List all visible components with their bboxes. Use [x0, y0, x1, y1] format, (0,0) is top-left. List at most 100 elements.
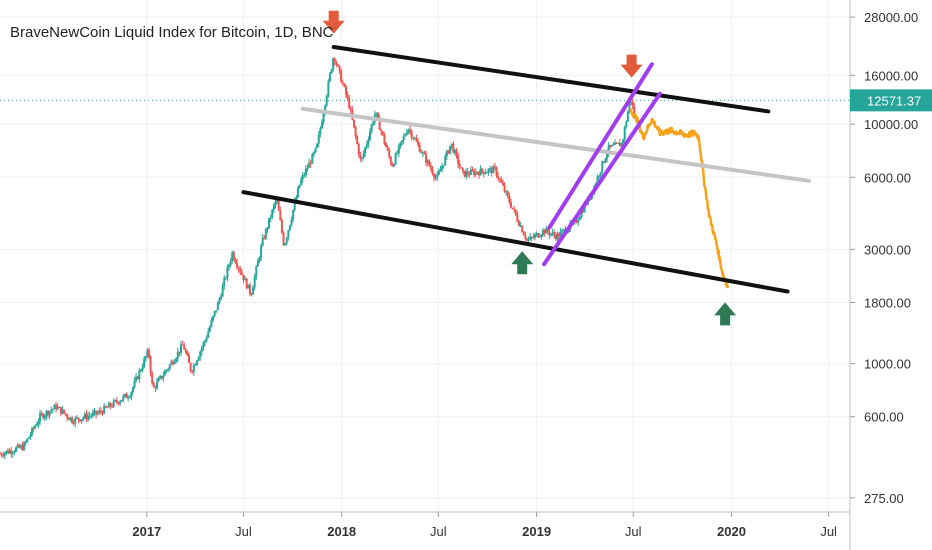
candle-body: [228, 264, 231, 268]
candle-body: [412, 137, 415, 139]
x-tick-label: Jul: [625, 524, 642, 539]
candle-body: [179, 344, 182, 353]
candle-body: [316, 143, 319, 148]
candle-body: [380, 129, 383, 132]
candle-body: [628, 101, 631, 112]
candle-body: [264, 229, 267, 239]
candle-body: [130, 392, 133, 398]
candle-body: [620, 143, 623, 147]
candle-body: [405, 132, 408, 135]
candle-body: [218, 298, 221, 303]
candle-body: [61, 409, 64, 414]
sell-arrow-2019-top-icon: [620, 54, 643, 78]
candle-body: [250, 293, 253, 295]
candle-body: [532, 237, 535, 239]
candle-body: [212, 315, 215, 321]
candle-body: [473, 170, 476, 175]
candle-body: [538, 236, 541, 238]
candle-body: [460, 167, 463, 169]
candle-body: [492, 166, 495, 174]
candle-body: [18, 444, 21, 448]
candle-body: [167, 368, 170, 370]
candle-body: [602, 161, 605, 163]
candle-body: [506, 191, 509, 196]
y-tick-label: 600.00: [864, 410, 904, 425]
candle-body: [51, 409, 54, 411]
candle-body: [45, 411, 48, 416]
candle-body: [601, 161, 604, 173]
candle-body: [554, 235, 557, 240]
candle-body: [34, 425, 37, 429]
candle-body: [360, 157, 363, 159]
candle-body: [42, 413, 45, 419]
candle-body: [155, 381, 158, 389]
candle-body: [434, 177, 437, 179]
candle-body: [324, 105, 327, 114]
candle-body: [205, 337, 208, 341]
candle-body: [300, 179, 303, 185]
purple-channel-upper: [547, 62, 654, 230]
candle-body: [596, 176, 599, 184]
candle-body: [485, 172, 488, 174]
candle-body: [455, 150, 458, 156]
candle-body: [418, 144, 421, 152]
candle-body: [431, 169, 434, 175]
candle-body: [580, 210, 583, 218]
candle-body: [194, 364, 197, 366]
candle-body: [0, 453, 1, 455]
candle-body: [220, 296, 223, 299]
candle-body: [24, 442, 27, 444]
candle-body: [447, 150, 450, 154]
series-layer: [0, 57, 729, 460]
candle-body: [163, 371, 166, 376]
candle-body: [95, 410, 98, 415]
candle-body: [48, 411, 51, 416]
candle-body: [343, 83, 346, 87]
candle-body: [284, 243, 287, 246]
x-tick-label: Jul: [430, 524, 447, 539]
candle-body: [170, 361, 173, 365]
candle-body: [293, 201, 296, 210]
candle-body: [543, 229, 546, 234]
candle-body: [87, 415, 90, 420]
candle-body: [210, 320, 213, 327]
candle-body: [258, 257, 261, 262]
candle-body: [330, 69, 333, 74]
candle-body: [525, 238, 528, 240]
candle-body: [477, 172, 480, 176]
candle-body: [550, 233, 553, 236]
candle-body: [55, 404, 58, 410]
candle-body: [79, 419, 82, 422]
candle-body: [604, 158, 607, 163]
candle-body: [610, 145, 613, 147]
candle-body: [207, 331, 210, 338]
chart-grid: [0, 0, 850, 512]
candle-body: [341, 82, 344, 84]
candle-body: [29, 434, 32, 438]
candle-body: [336, 64, 339, 66]
candle-body: [119, 401, 122, 404]
candle-body: [308, 162, 311, 169]
candle-body: [196, 360, 199, 365]
candle-body: [404, 134, 407, 137]
candle-body: [407, 129, 410, 133]
candle-body: [609, 144, 612, 147]
buy-arrow-2019-bottom-icon: [714, 302, 737, 326]
candle-body: [615, 142, 618, 144]
candle-body: [3, 452, 6, 456]
candle-body: [328, 73, 331, 82]
candle-body: [16, 444, 19, 448]
candle-body: [553, 232, 556, 236]
candle-body: [0, 453, 3, 456]
candle-body: [503, 185, 506, 192]
candle-body: [7, 450, 10, 454]
candle-body: [135, 376, 138, 381]
candle-body: [103, 405, 106, 414]
candle-body: [333, 58, 336, 62]
x-tick-label: 2020: [717, 524, 746, 539]
candle-body: [516, 214, 519, 222]
y-tick-label: 275.00: [864, 491, 904, 506]
candle-body: [165, 369, 168, 372]
candle-body: [444, 156, 447, 166]
